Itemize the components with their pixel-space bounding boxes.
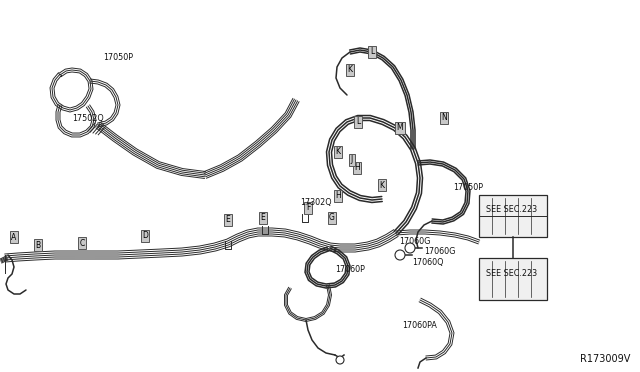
Text: E: E: [260, 214, 266, 222]
Text: L: L: [370, 48, 374, 57]
Text: SEE SEC.223: SEE SEC.223: [486, 205, 538, 215]
Text: 17060P: 17060P: [335, 266, 365, 275]
Text: N: N: [441, 113, 447, 122]
Text: E: E: [226, 215, 230, 224]
Text: 17302Q: 17302Q: [300, 198, 332, 206]
Circle shape: [405, 243, 415, 253]
Circle shape: [336, 356, 344, 364]
Text: 17502Q: 17502Q: [72, 113, 104, 122]
Bar: [479, 195, 547, 237]
Text: K: K: [380, 180, 385, 189]
Text: F: F: [306, 203, 310, 212]
Bar: [479, 258, 547, 300]
Text: C: C: [79, 238, 84, 247]
Text: K: K: [348, 65, 353, 74]
Text: 17060G: 17060G: [399, 237, 431, 247]
Text: 17050P: 17050P: [453, 183, 483, 192]
Circle shape: [395, 250, 405, 260]
Text: K: K: [335, 148, 340, 157]
Text: 17060PA: 17060PA: [403, 321, 437, 330]
Text: 17050P: 17050P: [103, 54, 133, 62]
Text: B: B: [35, 241, 40, 250]
Text: 17060G: 17060G: [424, 247, 456, 257]
Text: H: H: [354, 164, 360, 173]
Text: G: G: [329, 214, 335, 222]
Text: 17060Q: 17060Q: [412, 257, 444, 266]
Text: A: A: [12, 232, 17, 241]
Text: R173009V: R173009V: [580, 354, 630, 364]
Text: M: M: [397, 124, 403, 132]
Text: H: H: [335, 192, 341, 201]
Text: J: J: [351, 155, 353, 164]
Text: D: D: [142, 231, 148, 241]
Text: SEE SEC.223: SEE SEC.223: [486, 269, 538, 279]
Text: L: L: [356, 118, 360, 126]
